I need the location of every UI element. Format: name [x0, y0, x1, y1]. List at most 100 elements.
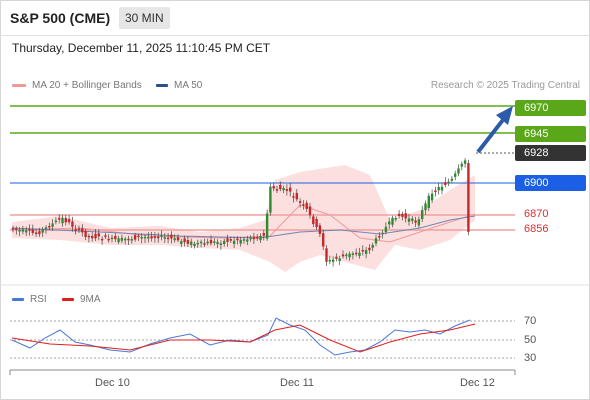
candle-body — [457, 168, 460, 174]
candle-body — [397, 213, 401, 217]
candle-body — [48, 225, 51, 228]
candle-body — [434, 190, 437, 193]
candle-body — [110, 237, 114, 240]
candle-body — [364, 250, 368, 254]
candle-body — [312, 216, 315, 225]
candle-body — [265, 213, 269, 239]
candle-body — [186, 240, 190, 244]
candles — [11, 158, 470, 267]
candle-body — [97, 233, 100, 237]
candle-body — [401, 213, 404, 217]
candle-body — [322, 233, 325, 247]
candle-body — [87, 235, 91, 238]
candle-body — [414, 220, 417, 223]
candle-body — [249, 237, 252, 240]
legend-ma-bollinger-label: MA 20 + Bollinger Bands — [32, 80, 142, 91]
candle-body — [54, 220, 58, 223]
level-lines — [10, 105, 515, 231]
candle-body — [81, 228, 84, 233]
candle-body — [28, 229, 31, 231]
candle-body — [388, 221, 391, 225]
candle-body — [460, 163, 463, 167]
candle-body — [242, 239, 246, 241]
candle-body — [285, 189, 289, 191]
candle-body — [226, 238, 229, 242]
candle-body — [190, 241, 193, 245]
candle-body — [15, 228, 18, 230]
candle-body — [64, 218, 67, 223]
candle-body — [219, 243, 223, 246]
candle-body — [404, 213, 407, 219]
candle-body — [94, 233, 97, 239]
candle-body — [31, 229, 34, 233]
candle-body — [61, 217, 64, 224]
candle-body — [295, 192, 298, 200]
candle-body — [421, 210, 424, 219]
legend-ma9-label: 9MA — [80, 294, 101, 305]
candle-body — [338, 258, 341, 262]
candle-body — [71, 221, 74, 227]
candle-body — [232, 240, 236, 244]
candle-body — [11, 228, 15, 230]
bollinger-band-area — [12, 165, 475, 272]
rsi-swatch — [12, 297, 24, 301]
candle-body — [391, 217, 394, 225]
rsi-tick-70: 70 — [524, 315, 537, 327]
target-arrow-shaft — [476, 114, 508, 154]
candle-body — [133, 235, 137, 240]
candle-body — [239, 239, 242, 244]
candle-body — [163, 237, 166, 239]
timeframe-tab[interactable]: 30 MIN — [119, 7, 170, 29]
candle-body — [341, 254, 345, 257]
candle-body — [308, 206, 312, 216]
candle-body — [331, 259, 335, 262]
candle-body — [236, 238, 239, 241]
candle-body — [84, 230, 87, 238]
legend-ma-bollinger: MA 20 + Bollinger Bands — [12, 80, 142, 91]
candle-body — [407, 218, 411, 222]
candle-body — [216, 241, 219, 245]
legend-ma50: MA 50 — [156, 80, 202, 91]
candle-body — [335, 256, 338, 259]
last-price-tag: 6928 — [515, 145, 586, 161]
rsi-line — [11, 317, 471, 356]
x-axis — [9, 369, 516, 375]
research-credit: Research © 2025 Trading Central — [430, 80, 580, 91]
candle-body — [279, 184, 282, 190]
candle-body — [262, 233, 265, 236]
candle-body — [124, 238, 127, 241]
candle-body — [229, 239, 232, 241]
level-label-6856: 6856 — [524, 223, 549, 235]
candle-body — [275, 189, 279, 191]
candle-body — [183, 238, 186, 243]
candle-body — [137, 235, 140, 238]
instrument-title: S&P 500 (CME) — [10, 10, 111, 26]
candle-body — [440, 186, 444, 191]
candle-body — [467, 163, 470, 232]
candle-body — [378, 235, 381, 238]
candle-body — [196, 242, 199, 245]
candle-body — [74, 229, 77, 231]
candle-body — [203, 243, 206, 245]
legend-ma9: 9MA — [62, 294, 101, 305]
candle-body — [450, 178, 454, 181]
candle-body — [41, 229, 44, 233]
candle-body — [259, 235, 262, 241]
candle-body — [454, 173, 457, 177]
candle-body — [427, 195, 430, 208]
candle-body — [107, 238, 110, 241]
candle-body — [199, 241, 203, 244]
candle-body — [417, 219, 421, 226]
candle-body — [315, 218, 318, 228]
candle-body — [318, 225, 322, 234]
candle-body — [51, 223, 54, 227]
candle-body — [305, 202, 308, 209]
candle-body — [67, 219, 71, 223]
timestamp: Thursday, December 11, 2025 11:10:45 PM … — [12, 41, 271, 55]
legend-rsi-label: RSI — [30, 294, 47, 305]
candle-body — [256, 237, 259, 239]
candle-body — [193, 243, 196, 247]
candle-body — [166, 237, 170, 240]
candle-body — [325, 248, 328, 262]
